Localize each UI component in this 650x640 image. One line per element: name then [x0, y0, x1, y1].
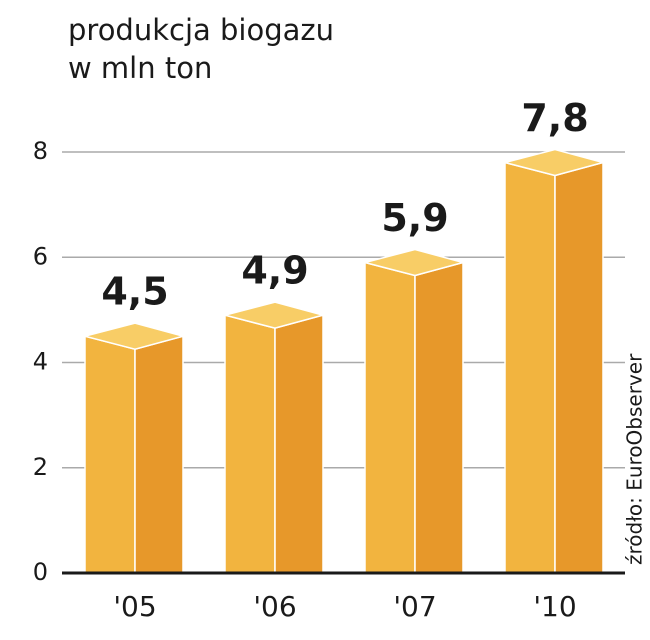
bar-front [364, 261, 416, 574]
x-tick-label: '05 [113, 590, 156, 623]
chart-subtitle: w mln ton [68, 51, 212, 85]
x-tick-label: '07 [393, 590, 436, 623]
bar-front [504, 161, 556, 574]
x-tick-label: '10 [533, 590, 576, 623]
bar-side [134, 335, 184, 574]
value-label: 4,5 [101, 270, 168, 314]
bar-top [362, 248, 466, 277]
bar-side [554, 161, 604, 574]
value-label: 7,8 [521, 96, 588, 140]
chart-title: produkcja biogazu [68, 13, 334, 47]
y-tick-label: 8 [33, 137, 48, 165]
value-label: 4,9 [241, 249, 308, 293]
bar-front [224, 314, 276, 574]
y-tick-label: 2 [33, 453, 48, 481]
bar-top [82, 322, 186, 350]
value-label: 5,9 [381, 196, 448, 240]
source-note: źródło: EuroObserver [623, 353, 647, 565]
y-tick-label: 4 [33, 348, 48, 376]
x-tick-label: '06 [253, 590, 296, 623]
bar-top [222, 301, 326, 329]
bar-front [84, 335, 136, 574]
bar-side [414, 261, 464, 574]
y-tick-label: 0 [33, 558, 48, 586]
bar-top [502, 148, 606, 177]
y-tick-label: 6 [33, 242, 48, 270]
bar-side [274, 314, 324, 574]
